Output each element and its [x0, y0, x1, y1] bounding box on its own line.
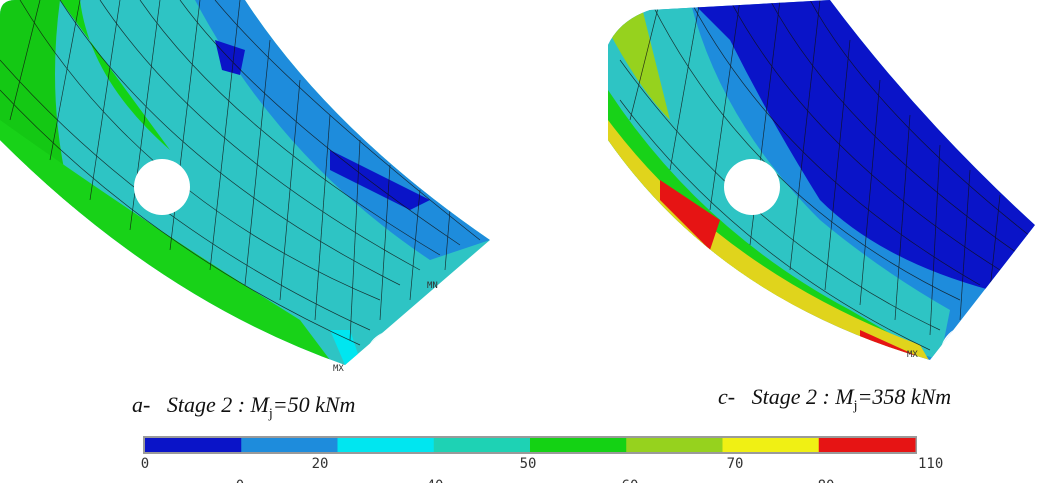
caption-c-stage: Stage 2 : M — [751, 384, 854, 409]
caption-a-stage: Stage 2 : M — [166, 392, 269, 417]
legend-tick-label: 0 — [141, 456, 149, 472]
legend-tick-label: 20 — [312, 456, 329, 472]
caption-c-prefix: c- — [718, 384, 736, 409]
legend-tick-label-lower: 0 — [236, 478, 244, 483]
legend-tick-label-lower: 60 — [622, 478, 639, 483]
legend-swatch — [433, 438, 531, 452]
legend-tick-label: 110 — [918, 456, 943, 472]
caption-a-prefix: a- — [132, 392, 151, 417]
caption-a: a- Stage 2 : Mj=50 kNm — [132, 392, 355, 422]
legend-swatch — [626, 438, 723, 452]
contour-plot-a: MN MX — [0, 0, 500, 385]
max-marker-a: MX — [333, 364, 344, 374]
legend-tick-label: 70 — [727, 456, 744, 472]
caption-c-value: =358 kNm — [857, 384, 952, 409]
legend-swatch — [145, 438, 242, 452]
min-marker-a: MN — [427, 281, 438, 291]
contour-plot-c: MX — [520, 0, 1041, 385]
legend-tick-label-lower: 80 — [818, 478, 835, 483]
legend-swatch — [337, 438, 435, 452]
caption-c-subscript: j — [853, 398, 858, 414]
color-legend-svg: 0 20 50 70 110 0 40 60 80 — [141, 436, 943, 488]
legend-swatch — [722, 438, 820, 452]
caption-a-value: =50 kNm — [272, 392, 356, 417]
color-legend: 0 20 50 70 110 0 40 60 80 — [0, 430, 1041, 488]
legend-swatch — [241, 438, 338, 452]
legend-swatch — [818, 438, 916, 452]
legend-swatch — [530, 438, 627, 452]
caption-c: c- Stage 2 : Mj=358 kNm — [718, 384, 951, 414]
caption-a-subscript: j — [268, 406, 273, 422]
legend-tick-label-lower: 40 — [427, 478, 444, 483]
legend-tick-label: 50 — [520, 456, 537, 472]
max-marker-c: MX — [907, 350, 918, 360]
